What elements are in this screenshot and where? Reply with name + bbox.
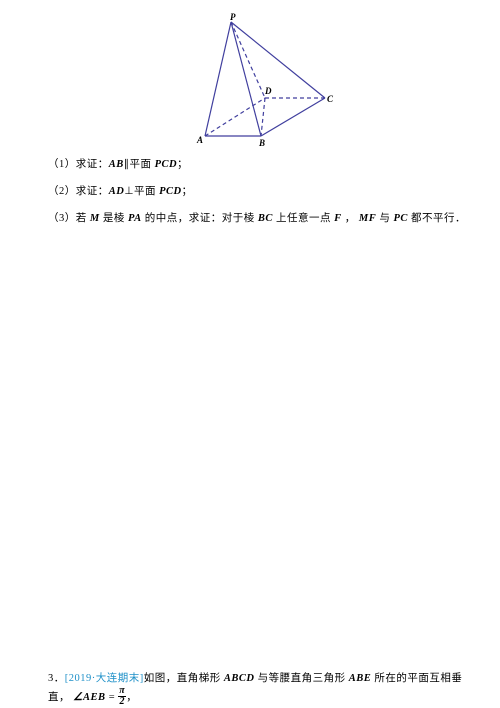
q4-abe: ABE — [349, 673, 372, 684]
q4-p2: 与等腰直角三角形 — [254, 673, 348, 684]
q4-tail: ， — [126, 692, 137, 703]
q3-f: F — [334, 213, 342, 224]
question-3: （3）若 M 是棱 PA 的中点，求证：对于棱 BC 上任意一点 F ， MF … — [48, 212, 468, 227]
q4-abcd: ABCD — [224, 673, 255, 684]
geometry-diagram: P A B C D — [175, 18, 335, 143]
q1-ab: AB — [109, 159, 124, 170]
q3-p5: ， — [342, 213, 359, 224]
q2-ad: AD — [109, 186, 125, 197]
q1-prefix: （1）求证： — [48, 159, 109, 170]
q3-p7: 都不平行． — [408, 213, 466, 224]
q2-suffix: ； — [182, 186, 193, 197]
q4-fraction: π2 — [118, 686, 126, 707]
q3-mf: MF — [359, 213, 376, 224]
vertex-label-c: C — [327, 94, 333, 104]
q1-mid: ∥平面 — [124, 159, 155, 170]
vertex-label-b: B — [259, 138, 265, 148]
q3-p6: 与 — [376, 213, 393, 224]
diagram-svg — [175, 18, 335, 143]
q1-suffix: ； — [177, 159, 188, 170]
q3-p4: 上任意一点 — [273, 213, 334, 224]
q2-mid: ⊥平面 — [124, 186, 159, 197]
question-2: （2）求证：AD⊥平面 PCD； — [48, 185, 193, 200]
vertex-label-p: P — [230, 12, 236, 22]
q2-pcd: PCD — [159, 186, 182, 197]
q3-p1: （3）若 — [48, 213, 90, 224]
q4-angle: ∠AEB — [73, 692, 105, 703]
q2-prefix: （2）求证： — [48, 186, 109, 197]
q4-num: 3． — [48, 673, 65, 684]
q3-m: M — [90, 213, 100, 224]
q4-p1: 如图，直角梯形 — [144, 673, 224, 684]
problem-3: 3．[2019·大连期末]如图，直角梯形 ABCD 与等腰直角三角形 ABE 所… — [48, 672, 478, 708]
q4-bracket: [2019·大连期末] — [65, 673, 144, 684]
vertex-label-d: D — [265, 86, 272, 96]
q1-pcd: PCD — [155, 159, 178, 170]
q3-p2: 是棱 — [100, 213, 128, 224]
q4-eq: = — [106, 692, 119, 703]
q3-pc: PC — [393, 213, 407, 224]
question-1: （1）求证：AB∥平面 PCD； — [48, 158, 188, 173]
q3-p3: 的中点，求证：对于棱 — [142, 213, 258, 224]
q3-bc: BC — [258, 213, 273, 224]
vertex-label-a: A — [197, 135, 203, 145]
q3-pa: PA — [128, 213, 142, 224]
q4-frac-den: 2 — [118, 697, 126, 707]
